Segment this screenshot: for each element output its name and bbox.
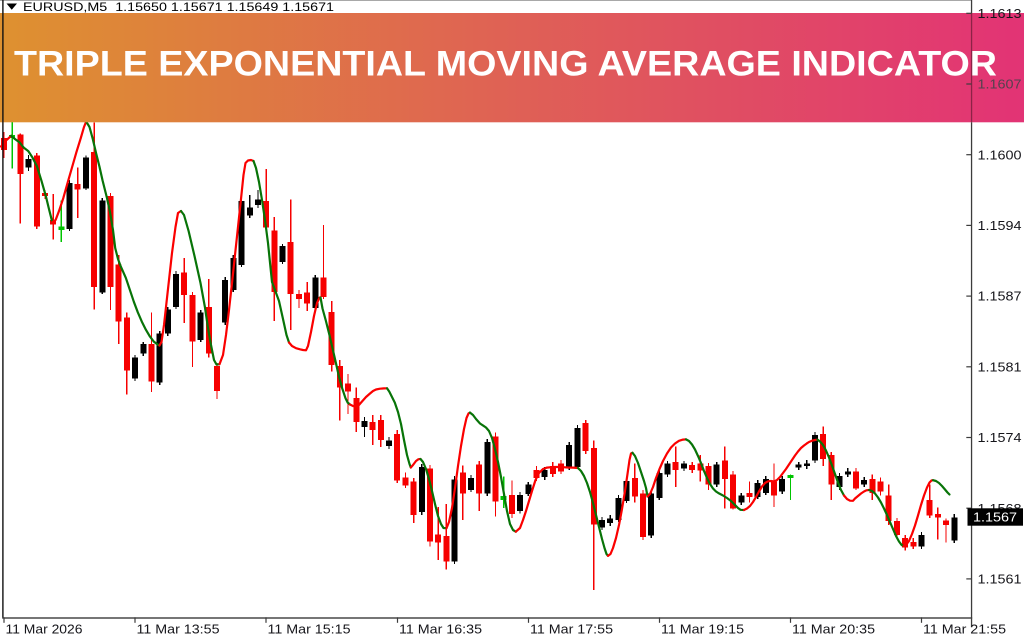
- svg-text:1.1581: 1.1581: [978, 359, 1022, 374]
- svg-text:1.1567: 1.1567: [973, 509, 1017, 524]
- svg-text:EURUSD,M5 1.15650 1.15671 1.1: EURUSD,M5 1.15650 1.15671 1.15649 1.1567…: [23, 0, 334, 14]
- svg-text:11 Mar 2026: 11 Mar 2026: [6, 622, 83, 637]
- svg-text:1.1561: 1.1561: [978, 572, 1022, 587]
- svg-text:1.1607: 1.1607: [978, 77, 1022, 92]
- svg-text:1.1613: 1.1613: [978, 6, 1022, 21]
- svg-text:11 Mar 17:55: 11 Mar 17:55: [530, 622, 613, 637]
- svg-text:11 Mar 16:35: 11 Mar 16:35: [399, 622, 482, 637]
- svg-text:TRIPLE EXPONENTIAL MOVING AVER: TRIPLE EXPONENTIAL MOVING AVERAGE INDICA…: [14, 45, 997, 84]
- svg-text:1.1594: 1.1594: [978, 218, 1022, 233]
- svg-text:11 Mar 15:15: 11 Mar 15:15: [268, 622, 351, 637]
- svg-text:1.1587: 1.1587: [978, 289, 1022, 304]
- svg-text:11 Mar 21:55: 11 Mar 21:55: [923, 622, 1006, 637]
- svg-text:1.1574: 1.1574: [978, 430, 1022, 445]
- svg-text:11 Mar 13:55: 11 Mar 13:55: [137, 622, 220, 637]
- svg-text:11 Mar 20:35: 11 Mar 20:35: [792, 622, 875, 637]
- svg-text:11 Mar 19:15: 11 Mar 19:15: [661, 622, 744, 637]
- svg-text:1.1600: 1.1600: [978, 147, 1022, 162]
